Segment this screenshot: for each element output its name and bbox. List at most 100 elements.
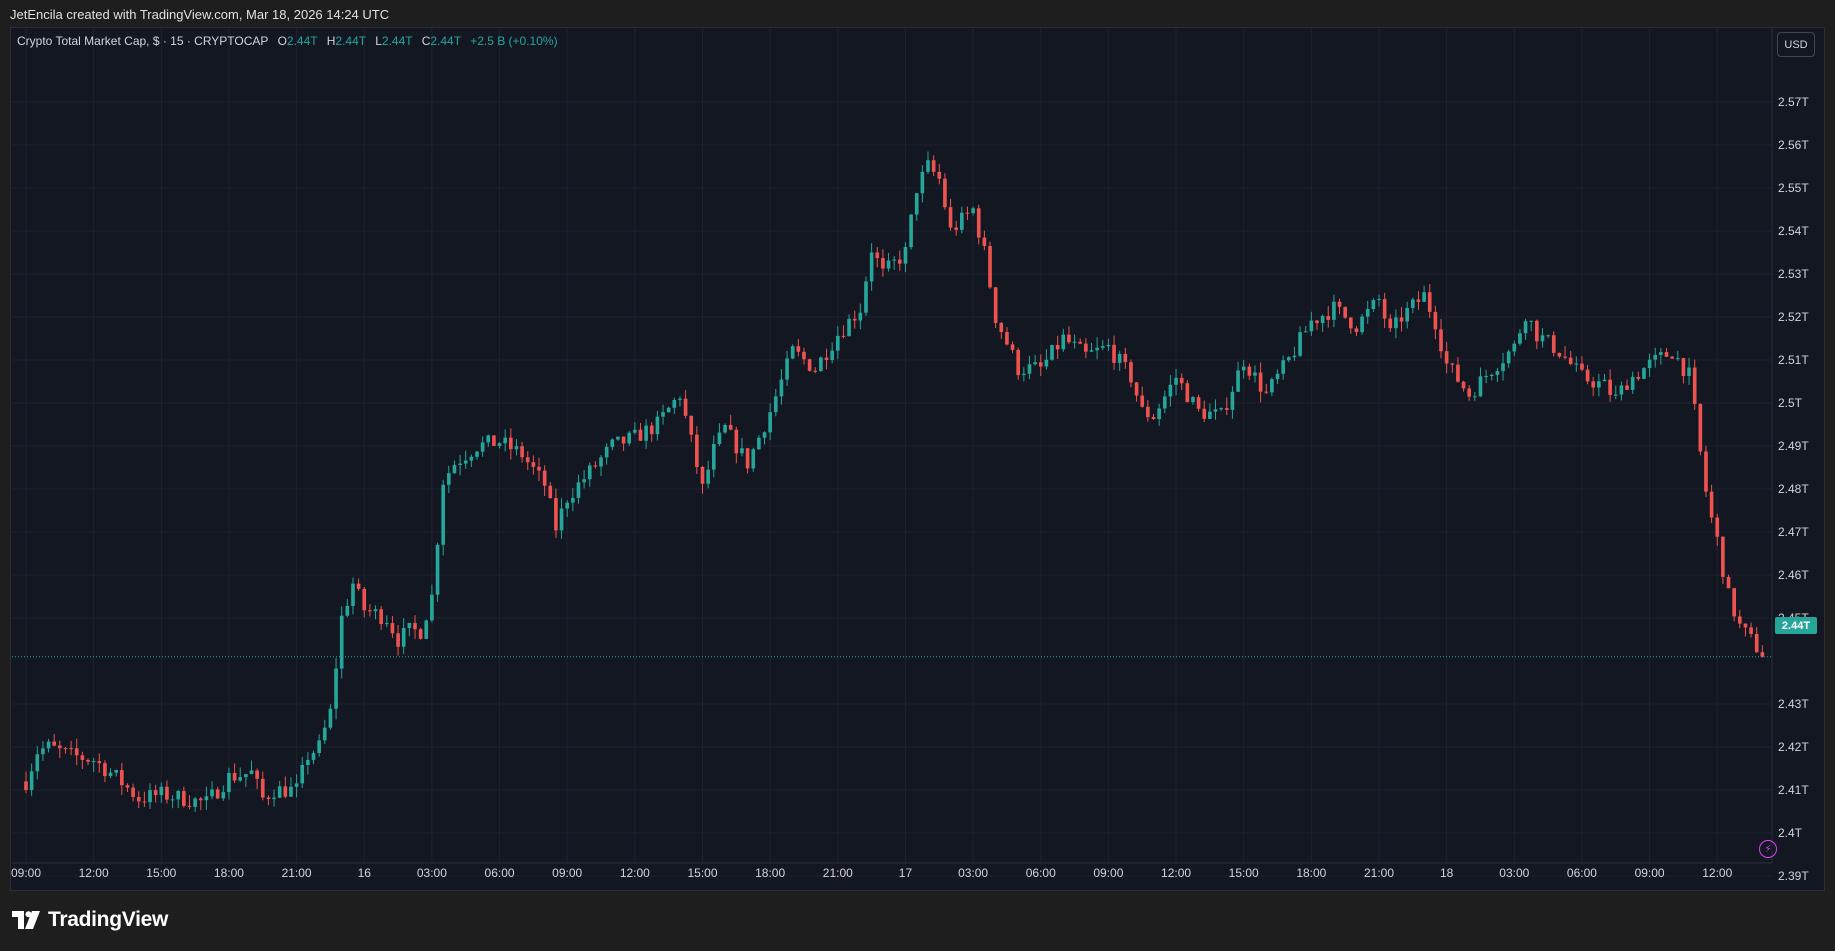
candle-up: [610, 439, 615, 447]
candle-down: [1568, 357, 1573, 365]
candle-up: [785, 358, 789, 380]
candle-down: [1247, 366, 1252, 376]
candle-up: [1613, 394, 1618, 396]
candle-up: [1687, 367, 1691, 377]
time-tick-label: 15:00: [146, 866, 176, 880]
candle-down: [988, 246, 992, 288]
candle-up: [1484, 376, 1488, 378]
candle-down: [1337, 301, 1342, 307]
price-axis: 2.57T 2.56T 2.55T 2.54T 2.53T 2.52T 2.51T 2.5T 2…: [1778, 95, 1809, 883]
candle-up: [91, 761, 96, 763]
candle-up: [277, 786, 282, 798]
candle-up: [373, 609, 378, 612]
candle-up: [407, 623, 412, 629]
candle-up: [1174, 377, 1178, 385]
candle-down: [931, 160, 936, 172]
candle-up: [294, 783, 299, 787]
candle-up: [148, 790, 152, 803]
candle-down: [1134, 382, 1139, 396]
candle-up: [1371, 300, 1376, 309]
candle-down: [852, 318, 857, 321]
candles: [24, 151, 1765, 812]
candle-up: [1033, 362, 1037, 365]
time-tick-label: 12:00: [620, 866, 650, 880]
candle-up: [244, 774, 248, 778]
price-tick-label: 2.46T: [1778, 568, 1809, 582]
candle-up: [486, 435, 491, 443]
candle-down: [509, 437, 513, 450]
candle-up: [723, 425, 727, 433]
candle-down: [1196, 397, 1201, 409]
candle-down: [1625, 385, 1629, 390]
candle-down: [153, 790, 158, 796]
price-tick-label: 2.48T: [1778, 482, 1809, 496]
candle-down: [1585, 369, 1590, 382]
candle-down: [689, 415, 694, 435]
candle-up: [1089, 350, 1094, 352]
candle-down: [1112, 344, 1116, 363]
candle-down: [1326, 315, 1331, 320]
candle-down: [58, 745, 62, 749]
candle-down: [841, 335, 846, 337]
candle-down: [1749, 627, 1753, 634]
candle-down: [807, 359, 812, 371]
candle-down: [492, 435, 496, 446]
time-tick-label: 18:00: [755, 866, 785, 880]
candle-up: [452, 464, 457, 474]
candle-down: [700, 466, 705, 484]
candle-up: [971, 208, 975, 214]
symbol-legend[interactable]: Crypto Total Market Cap, $ · 15 · CRYPTO…: [17, 34, 558, 48]
candle-up: [1292, 355, 1297, 358]
candle-up: [576, 482, 581, 498]
time-tick-label: 09:00: [552, 866, 582, 880]
candle-up: [1377, 298, 1381, 301]
candle-up: [345, 605, 350, 616]
candle-down: [362, 588, 367, 611]
tradingview-logo[interactable]: TradingView: [12, 908, 168, 932]
legend-high: 2.44T: [335, 34, 366, 48]
candle-up: [1061, 334, 1066, 350]
candle-down: [943, 178, 947, 208]
candle-down: [1016, 349, 1021, 376]
candle-down: [1140, 395, 1145, 407]
tradingview-logo-icon: [12, 911, 40, 929]
candle-down: [1461, 381, 1466, 389]
candle-up: [430, 594, 434, 621]
candle-up: [328, 708, 333, 728]
candle-up: [210, 789, 214, 797]
candle-up: [497, 443, 502, 446]
candle-down: [69, 748, 73, 750]
candle-down: [1636, 376, 1641, 379]
price-tick-label: 2.53T: [1778, 267, 1809, 281]
candle-down: [1354, 328, 1359, 333]
time-tick-label: 18:00: [214, 866, 244, 880]
candle-up: [435, 544, 440, 595]
candle-up: [616, 436, 620, 440]
candle-down: [537, 466, 541, 471]
candle-down: [187, 805, 192, 807]
candle-down: [1202, 408, 1207, 419]
candle-up: [1022, 373, 1026, 376]
candle-down: [1038, 362, 1043, 367]
candle-down: [621, 436, 626, 444]
candle-down: [232, 772, 237, 781]
candle-up: [960, 212, 964, 230]
candle-up: [1394, 317, 1398, 329]
candle-up: [1050, 345, 1054, 360]
candle-down: [548, 485, 553, 499]
candle-up: [108, 772, 113, 777]
candle-down: [368, 610, 372, 612]
lightning-icon[interactable]: ⚡: [1759, 840, 1777, 858]
candle-down: [1591, 381, 1596, 388]
candle-up: [706, 469, 710, 484]
currency-button[interactable]: USD: [1777, 32, 1815, 57]
time-tick-label: 15:00: [1229, 866, 1259, 880]
time-tick-label: 21:00: [1364, 866, 1394, 880]
candle-up: [1230, 391, 1235, 410]
candle-up: [1574, 363, 1579, 365]
creator-line: JetEncila created with TradingView.com, …: [10, 7, 390, 22]
candle-up: [1191, 397, 1195, 403]
candle-up: [1208, 411, 1212, 419]
time-tick-label: 03:00: [958, 866, 988, 880]
